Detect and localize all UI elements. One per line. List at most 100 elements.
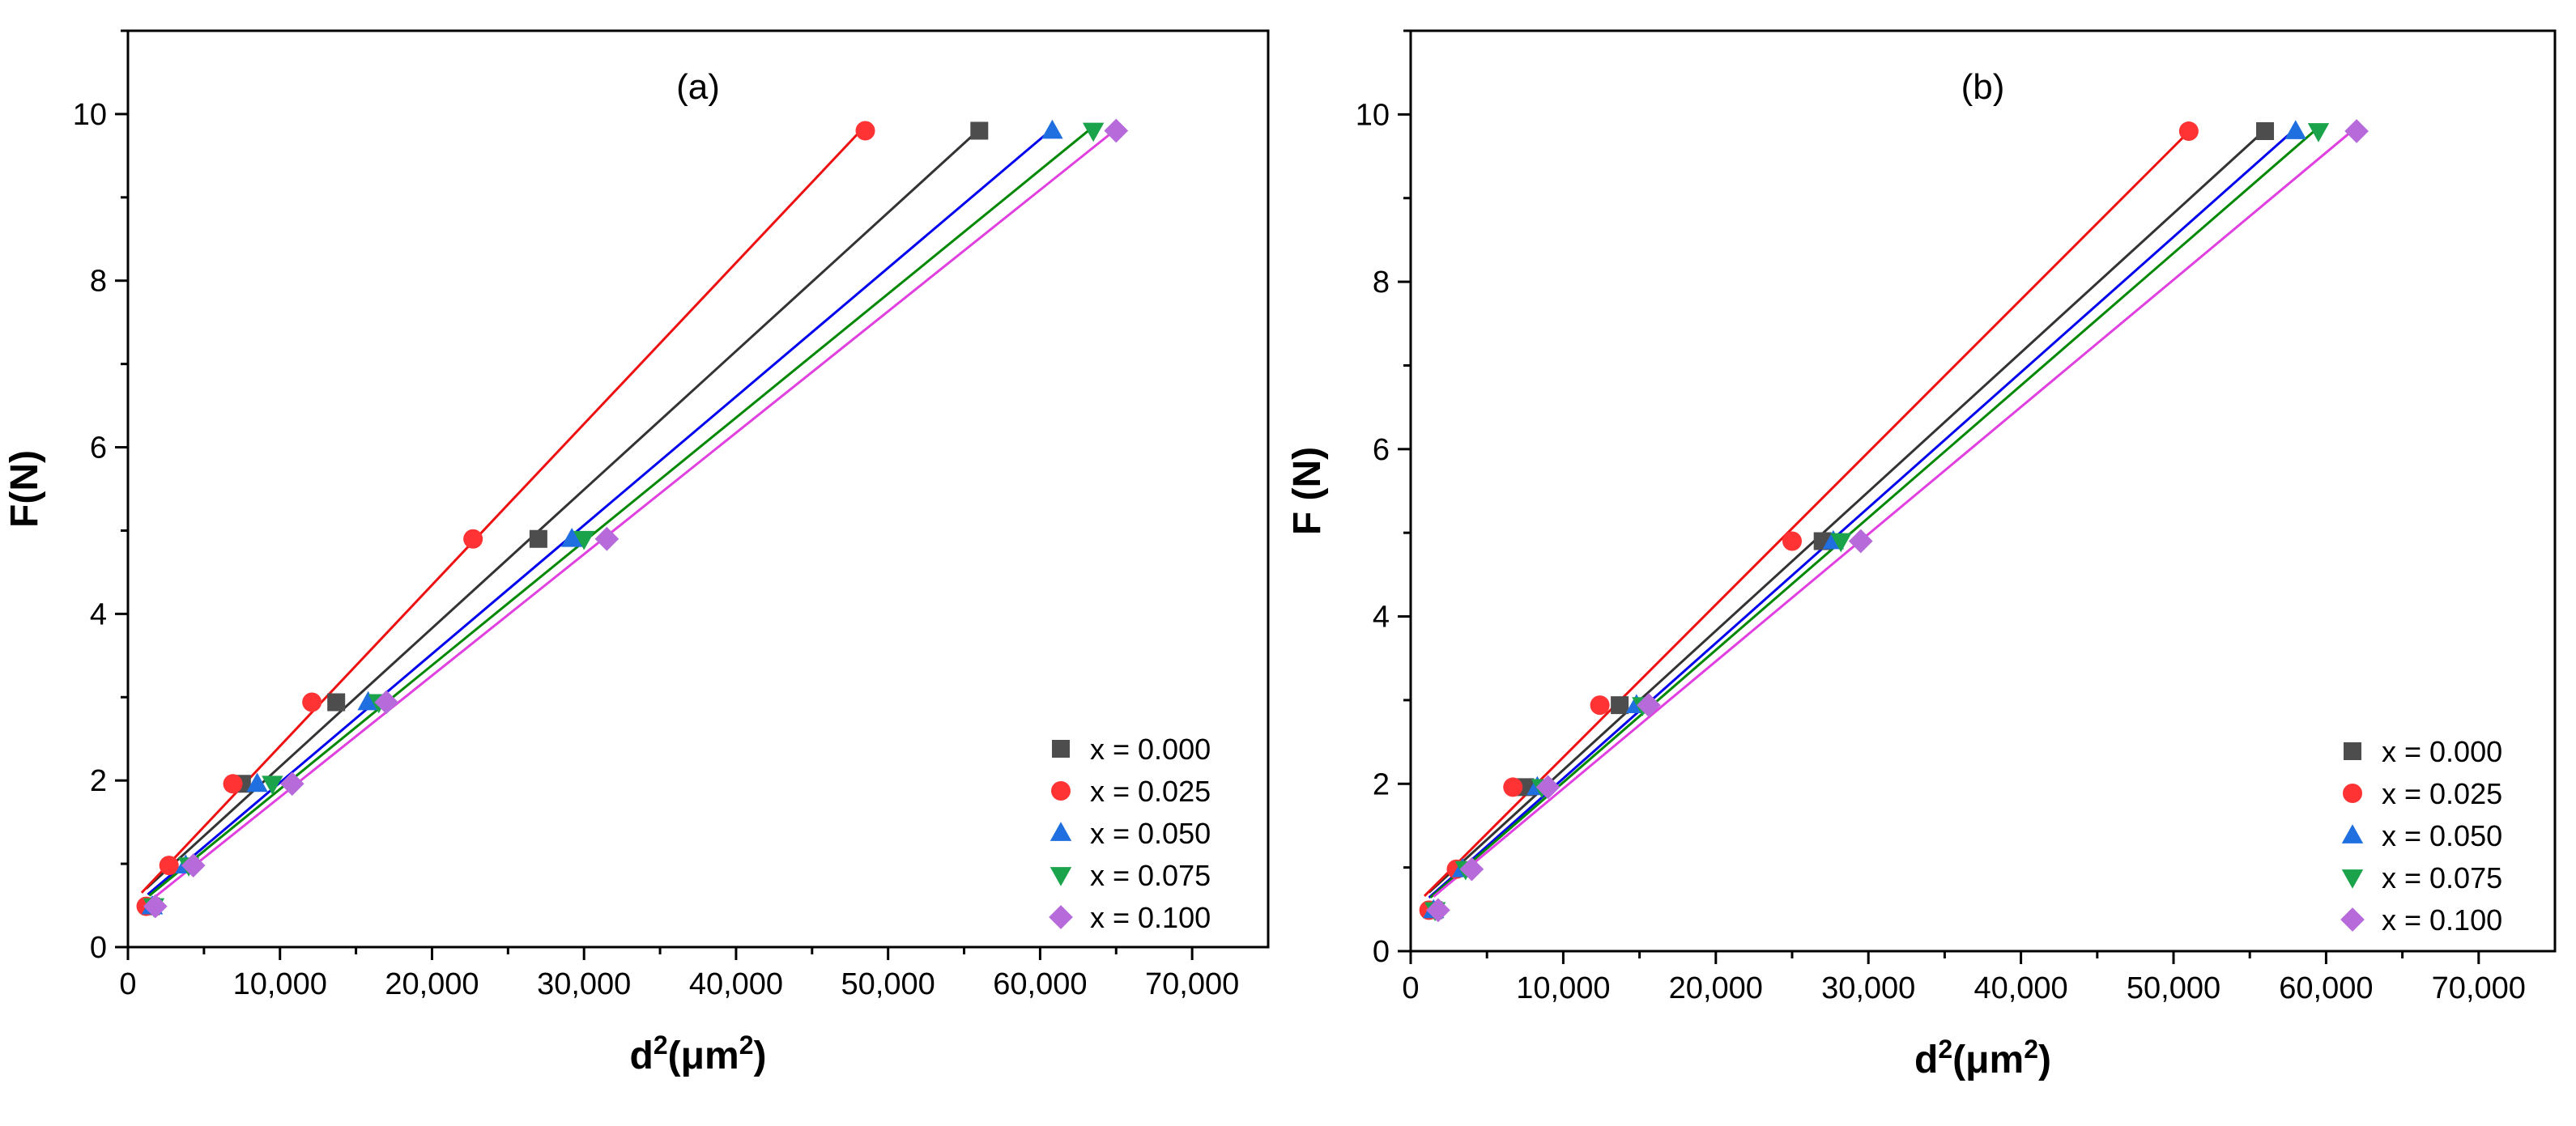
legend-marker: [2343, 784, 2362, 803]
plot-frame: [126, 29, 1270, 949]
panel-label: (b): [1961, 67, 2005, 107]
y-tick-label: 2: [1373, 767, 1390, 801]
fit-line-series-2: [147, 128, 1054, 896]
x-tick-label: 0: [1402, 971, 1419, 1005]
x-tick-label: 60,000: [993, 967, 1087, 1001]
data-point-series-1: [1782, 531, 1802, 551]
x-tick-label: 40,000: [689, 967, 783, 1001]
y-tick-label: 4: [90, 597, 107, 631]
data-point-series-4: [1848, 529, 1873, 554]
legend-label: x = 0.100: [2382, 903, 2502, 937]
fit-line-series-0: [1428, 129, 2267, 894]
legend-marker: [2341, 869, 2364, 889]
y-tick-label: 8: [90, 265, 107, 299]
fit-line-series-4: [1433, 125, 2358, 898]
data-point-series-4: [1637, 693, 1661, 717]
legend: x = 0.000 x = 0.025 x = 0.050 x = 0.075 x = …: [2340, 735, 2502, 937]
data-point-series-1: [159, 856, 179, 876]
chart-panel-a: 0 10,000 20,000 30,000 40,000 50,000 60,000 70,…: [3, 29, 1270, 1077]
x-tick-label: 10,000: [233, 967, 327, 1001]
y-tick-label: 0: [1373, 935, 1390, 969]
x-tick-label: 50,000: [2127, 971, 2220, 1005]
data-point-series-1: [1503, 777, 1523, 797]
y-axis-title: F(N): [3, 450, 46, 528]
legend-label: x = 0.000: [1090, 733, 1211, 766]
legend-marker: [1052, 740, 1070, 758]
data-point-series-4: [2344, 119, 2369, 143]
data-point-series-4: [279, 771, 304, 797]
x-tick-label: 60,000: [2279, 971, 2373, 1005]
legend-label: x = 0.075: [2382, 861, 2502, 894]
y-tick-label: 2: [90, 764, 107, 798]
x-tick-label: 10,000: [1516, 971, 1610, 1005]
data-point-series-4: [1459, 856, 1484, 882]
y-tick-label: 10: [73, 98, 107, 132]
legend: x = 0.000 x = 0.025 x = 0.050 x = 0.075 x = …: [1049, 733, 1211, 934]
x-tick-label: 0: [119, 967, 136, 1001]
legend-label: x = 0.000: [2382, 735, 2502, 768]
data-point-series-4: [181, 853, 206, 877]
data-point-series-0: [327, 693, 346, 712]
data-point-series-4: [374, 690, 398, 715]
data-point-series-3: [573, 530, 595, 550]
data-point-series-2: [246, 772, 268, 792]
legend-marker: [1051, 781, 1071, 801]
legend-label: x = 0.050: [1090, 817, 1211, 850]
data-point-series-4: [143, 894, 168, 919]
panel-label: (a): [676, 67, 720, 107]
data-point-series-1: [2178, 121, 2199, 142]
legend-label: x = 0.025: [1090, 775, 1211, 808]
fit-line-series-3: [1429, 126, 2319, 899]
legend-label: x = 0.050: [2382, 819, 2502, 852]
data-point-series-3: [1830, 533, 1852, 553]
data-point-series-2: [357, 690, 379, 711]
fit-line-series-4: [150, 128, 1118, 902]
x-tick-label: 20,000: [385, 967, 479, 1001]
x-tick-label: 50,000: [841, 967, 935, 1001]
fit-line-series-1: [1423, 130, 2190, 898]
data-point-series-4: [1426, 898, 1450, 923]
y-tick-label: 0: [90, 931, 107, 965]
x-tick-label: 70,000: [1145, 967, 1239, 1001]
y-axis-title: F (N): [1286, 447, 1329, 535]
data-point-series-2: [2284, 120, 2306, 139]
data-point-series-1: [855, 121, 875, 141]
x-axis-title: d2(μm2): [1914, 1035, 2051, 1081]
y-tick-label: 6: [90, 431, 107, 465]
legend-marker: [2344, 742, 2361, 760]
fit-line-series-0: [145, 128, 981, 890]
y-tick-label: 4: [1373, 601, 1390, 635]
x-axis-title: d2(μm2): [630, 1030, 767, 1077]
y-tick-label: 8: [1373, 266, 1390, 300]
data-point-series-4: [1535, 775, 1561, 800]
plot-frame: [1409, 29, 2557, 953]
legend-label: x = 0.025: [2382, 777, 2502, 810]
data-point-series-0: [529, 529, 547, 548]
data-point-series-1: [302, 692, 322, 712]
x-tick-label: 70,000: [2432, 971, 2526, 1005]
data-point-series-3: [1082, 122, 1105, 142]
data-point-series-0: [2256, 122, 2275, 141]
data-point-series-4: [594, 526, 620, 551]
legend-marker: [1050, 867, 1072, 886]
data-point-series-1: [463, 529, 483, 549]
data-point-series-1: [223, 774, 243, 794]
data-point-series-0: [1611, 696, 1629, 715]
fit-line-series-2: [1428, 127, 2297, 899]
legend-marker: [1049, 905, 1073, 929]
y-tick-label: 6: [1373, 433, 1390, 467]
x-tick-label: 40,000: [1974, 971, 2067, 1005]
x-tick-label: 30,000: [1821, 971, 1915, 1005]
x-tick-label: 20,000: [1669, 971, 1763, 1005]
data-point-series-3: [262, 775, 283, 796]
data-point-series-3: [2307, 123, 2330, 142]
data-point-series-4: [1104, 118, 1129, 143]
data-point-series-0: [970, 121, 989, 140]
data-point-series-2: [1041, 119, 1063, 139]
fit-line-series-3: [148, 125, 1095, 897]
legend-label: x = 0.075: [1090, 859, 1211, 892]
data-point-series-2: [560, 527, 583, 547]
legend-marker: [2340, 907, 2365, 932]
legend-marker: [2341, 824, 2364, 843]
y-tick-label: 10: [1356, 98, 1390, 132]
